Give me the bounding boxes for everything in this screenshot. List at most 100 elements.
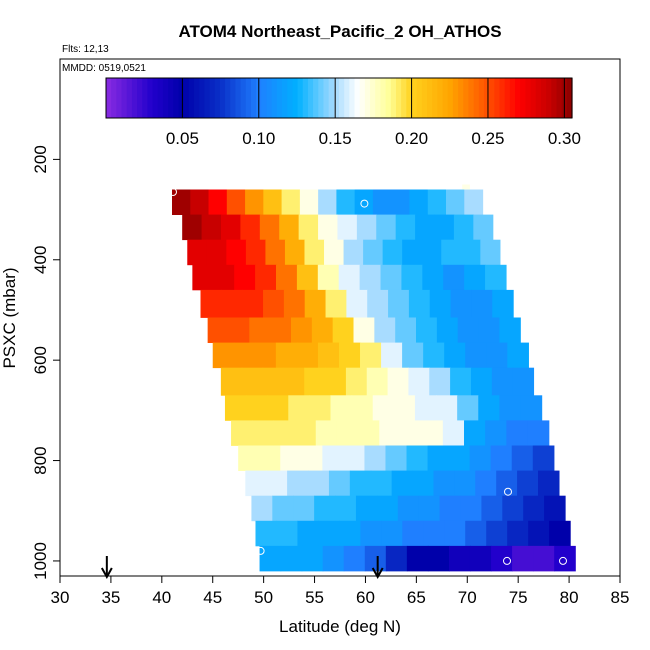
heatmap-cell (314, 495, 336, 522)
colorbar-segment (385, 78, 392, 118)
heatmap-cell (444, 520, 466, 547)
heatmap-cell (465, 342, 487, 369)
heatmap-cell (549, 520, 571, 547)
heatmap-cell (512, 367, 535, 396)
heatmap-cell (337, 214, 358, 241)
heatmap-cell (485, 420, 507, 446)
heatmap-cell (315, 420, 338, 446)
x-axis-label: Latitude (deg N) (279, 617, 401, 636)
heatmap-cell (433, 470, 455, 497)
heatmap-cell (212, 342, 235, 369)
data-marker (559, 556, 567, 565)
heatmap-cell (172, 189, 191, 215)
heatmap-cell (418, 495, 441, 522)
heatmap-cell (259, 445, 281, 471)
heatmap-cell (182, 214, 203, 241)
heatmap-cell (427, 445, 450, 471)
heatmap-cell (523, 495, 545, 522)
colorbar-segment (173, 78, 180, 118)
x-tick-label: 50 (254, 588, 273, 607)
x-axis: 30 35 40 45 50 55 60 65 70 75 80 85 (51, 576, 629, 607)
heatmap-cell (491, 545, 513, 572)
heatmap-cell (330, 395, 353, 421)
heatmap-cell (481, 495, 503, 522)
heatmap-cell (265, 239, 286, 266)
heatmap-cell (372, 395, 395, 421)
heatmap-cell (325, 367, 347, 396)
heatmap-cell (298, 214, 319, 241)
heatmap-cell (283, 367, 305, 396)
heatmap-cell (263, 289, 285, 318)
colorbar-segment (546, 78, 552, 118)
heatmap-cell (280, 445, 302, 471)
heatmap-cell (423, 520, 445, 547)
colorbar-segment (194, 78, 200, 118)
heatmap-cell (359, 264, 382, 291)
heatmap-cell (415, 214, 436, 241)
heatmap-cell (322, 545, 345, 572)
colorbar-segment (421, 78, 428, 118)
colorbar-segment (219, 78, 226, 118)
colorbar-segment (489, 78, 495, 118)
colorbar-segment (240, 78, 247, 118)
heatmap-cell (450, 367, 472, 396)
x-tick-label: 55 (305, 588, 324, 607)
heatmap-cell (471, 289, 493, 318)
heatmap-cell (324, 239, 345, 266)
heatmap-cell (395, 317, 417, 343)
heatmap-cell (242, 289, 264, 318)
heatmap-cell (372, 189, 392, 215)
colorbar-segment (535, 78, 542, 118)
colorbar-segment (178, 78, 185, 118)
heatmap-cell (517, 470, 539, 497)
x-tick-label: 60 (356, 588, 375, 607)
colorbar-segment (147, 78, 154, 118)
heatmap-cell (296, 342, 319, 369)
colorbar-segment (447, 78, 454, 118)
flights-annotation: Flts: 12,13 (62, 44, 109, 55)
heatmap-cell (338, 342, 361, 369)
heatmap-cell (506, 420, 529, 446)
heatmap-cell (453, 214, 474, 241)
heatmap-cell (465, 520, 487, 547)
colorbar-segment (339, 78, 345, 118)
heatmap-cell (275, 264, 298, 291)
y-tick-label: 800 (31, 446, 50, 474)
colorbar-segment (540, 78, 547, 118)
heatmap-cell (469, 545, 492, 572)
heatmap-cell (339, 520, 361, 547)
heatmap-cell (448, 445, 471, 471)
colorbar-segment (199, 78, 205, 118)
heatmap-cell (233, 342, 256, 369)
heatmap-cell (335, 495, 357, 522)
heatmap-cell (381, 520, 403, 547)
heatmap-cell (309, 395, 332, 421)
colorbar-segment (442, 78, 449, 118)
colorbar-segment (406, 78, 413, 118)
colorbar-segment (111, 78, 117, 118)
x-tick-label: 45 (203, 588, 222, 607)
heatmap-cell (345, 367, 368, 396)
colorbar-segment (458, 78, 464, 118)
heatmap-cell (444, 342, 466, 369)
colorbar-segment (401, 78, 407, 118)
colorbar-segment (354, 78, 361, 118)
colorbar-segment (152, 78, 159, 118)
heatmap-cell (234, 264, 256, 291)
heatmap-cell (338, 264, 361, 291)
heatmap-cell (262, 367, 284, 396)
data-marker (503, 556, 511, 565)
colorbar-segment (359, 78, 366, 118)
colorbar-segment (530, 78, 537, 118)
colorbar-segment (556, 78, 563, 118)
heatmap-cell (446, 189, 465, 215)
heatmap-cell (395, 214, 416, 241)
heatmap-cell (259, 545, 282, 572)
heatmap-cell (434, 214, 455, 241)
heatmap-cell (332, 317, 355, 343)
colorbar-segment (478, 78, 485, 118)
colorbar-segment (137, 78, 143, 118)
x-tick-label: 65 (407, 588, 426, 607)
colorbar-segment (142, 78, 149, 118)
